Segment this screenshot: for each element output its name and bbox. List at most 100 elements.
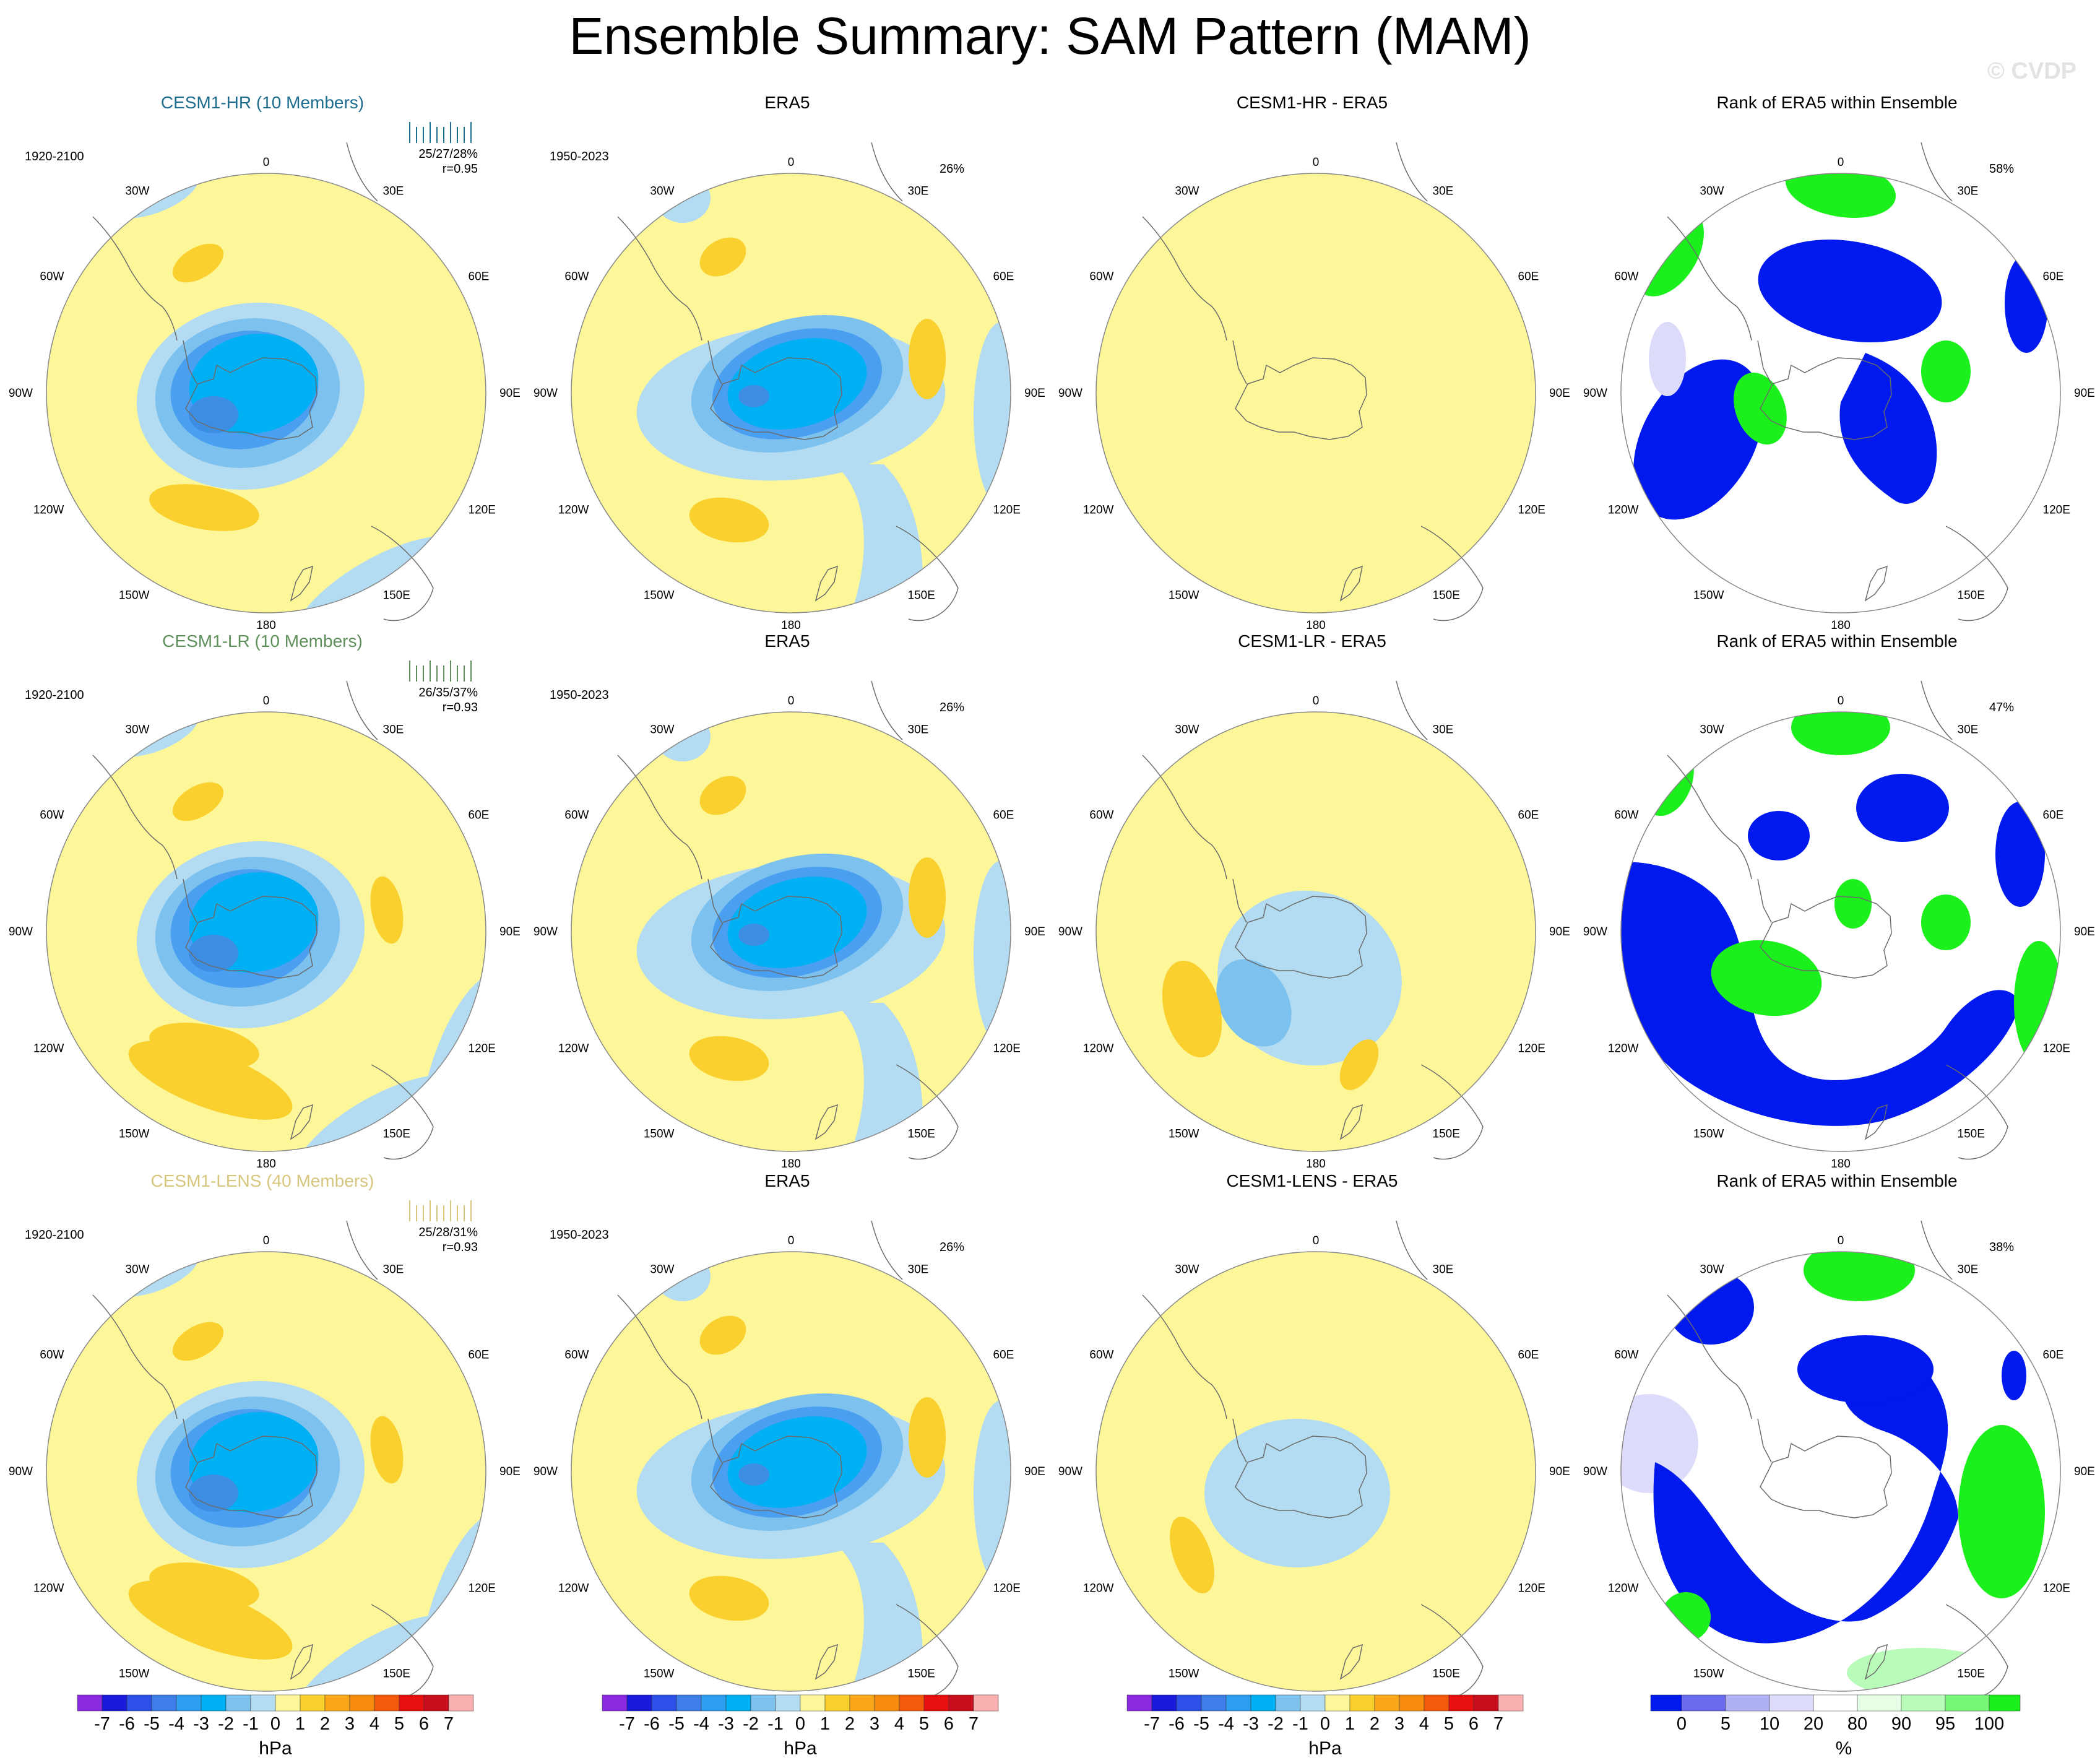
colorbar-swatch — [1989, 1694, 2021, 1712]
coastline-overlay — [1142, 142, 1484, 622]
colorbar-tick-label: 4 — [894, 1714, 904, 1734]
colorbar-swatch — [1250, 1694, 1276, 1712]
colorbar-tick-label: 3 — [345, 1714, 355, 1734]
pattern-correlation: r=0.93 — [442, 701, 478, 714]
lon-label-120e: 120E — [2043, 504, 2070, 517]
lon-label-120e: 120E — [993, 504, 1021, 517]
rank-blue — [2002, 1351, 2026, 1400]
lon-label-90w: 90W — [1583, 387, 1607, 400]
colorbar-tick-label: 2 — [845, 1714, 855, 1734]
colorbar-tick-label: 7 — [969, 1714, 979, 1734]
colorbar-tick-label: 2 — [320, 1714, 330, 1734]
map-border — [46, 1251, 486, 1692]
lon-label-120w: 120W — [558, 504, 589, 517]
rank-green — [1711, 940, 1822, 1016]
colorbar-swatch — [1126, 1694, 1152, 1712]
lon-label-30e: 30E — [1433, 185, 1454, 198]
colorbar-tick-label: -3 — [1243, 1714, 1259, 1734]
lon-label-60w: 60W — [1614, 271, 1638, 284]
panel-title: CESM1-LENS (40 Members) — [150, 1171, 374, 1190]
colorbar-swatch — [126, 1694, 152, 1712]
lon-label-90e: 90E — [1549, 387, 1570, 400]
colorbar-swatch — [448, 1694, 474, 1712]
colorbar-swatch — [300, 1694, 326, 1712]
map-border — [1620, 1251, 2061, 1692]
colorbar-tick-label: -6 — [644, 1714, 660, 1734]
anomaly-deep-blue — [738, 385, 769, 407]
colorbar-swatch — [324, 1694, 350, 1712]
lon-label-30e: 30E — [383, 1263, 404, 1276]
rank-green — [1834, 879, 1872, 929]
pct-variance-explained: 25/27/28% — [418, 147, 478, 161]
obs-panel-row3: ERA5 030E60E90E120E150E180150W120W90W60W3… — [525, 1171, 1050, 1710]
rank-blue — [1633, 359, 1763, 520]
rank-green — [1921, 340, 1971, 402]
anomaly-deep-blue — [189, 1475, 238, 1512]
colorbar-tick-label: 6 — [944, 1714, 954, 1734]
rank-green — [1958, 1425, 2045, 1598]
colorbar-tick-label: 90 — [1891, 1714, 1911, 1734]
colorbar-swatch — [1813, 1694, 1858, 1712]
colorbar-tick-label: -7 — [1144, 1714, 1160, 1734]
colorbar-swatch — [1473, 1694, 1499, 1712]
colorbar-swatch — [151, 1694, 177, 1712]
lon-label-120w: 120W — [1608, 1042, 1639, 1055]
anomaly-orange — [689, 1036, 769, 1081]
lon-label-30e: 30E — [1958, 1263, 1979, 1276]
diff-panel-row2: CESM1-LR - ERA5 0 30E 60E 90E 120E 150E 180 150W… — [1050, 631, 1575, 1170]
panel-title: CESM1-LENS - ERA5 — [1226, 1171, 1398, 1190]
lon-label-180: 180 — [781, 619, 801, 631]
lon-label-60w: 60W — [40, 1349, 64, 1362]
lon-label-150w: 150W — [1169, 1128, 1199, 1141]
colorbar-swatch — [423, 1694, 449, 1712]
lon-label-150w: 150W — [1169, 589, 1199, 602]
anomaly-orange — [1339, 1039, 1379, 1090]
anomaly-deep-blue — [738, 1463, 769, 1486]
pct-variance-explained: 26% — [939, 701, 964, 714]
colorbar-swatch — [899, 1694, 925, 1712]
lon-label-60e: 60E — [1518, 271, 1539, 284]
lon-label-30w: 30W — [1175, 1263, 1199, 1276]
lon-label-60e: 60E — [2043, 271, 2064, 284]
coastline-overlay — [617, 680, 959, 1160]
colorbar-swatch — [1681, 1694, 1726, 1712]
lon-label-60w: 60W — [40, 271, 64, 284]
lon-label-60e: 60E — [993, 271, 1014, 284]
lon-label-90w: 90W — [9, 925, 33, 938]
colorbar-swatch — [1945, 1694, 1990, 1712]
analysis-period: 1920-2100 — [25, 688, 84, 702]
colorbar-swatch — [1424, 1694, 1450, 1712]
anomaly-orange — [909, 319, 946, 399]
anomaly-orange — [370, 1416, 404, 1484]
anomaly-light-blue — [655, 712, 711, 761]
lon-label-30w: 30W — [1700, 724, 1724, 737]
colorbar-swatch — [750, 1694, 776, 1712]
lon-label-30e: 30E — [908, 724, 929, 737]
lon-label-90e: 90E — [1024, 925, 1045, 938]
rank-blue — [1758, 240, 1942, 342]
anomaly-sky-blue — [727, 877, 867, 968]
panel-title: ERA5 — [764, 93, 810, 112]
model-panel-row3: CESM1-LENS (40 Members) 0 30E 60E 90E 120E 150… — [0, 1171, 525, 1710]
colorbar-tick-label: 0 — [795, 1714, 805, 1734]
lon-label-90w: 90W — [534, 387, 558, 400]
analysis-period: 1950-2023 — [550, 1228, 609, 1242]
lon-label-60w: 60W — [40, 809, 64, 822]
lon-label-90w: 90W — [1583, 925, 1607, 938]
ensemble-spread-ticks — [409, 661, 472, 682]
anomaly-orange — [173, 1322, 223, 1361]
colorbar-tick-label: 0 — [1320, 1714, 1330, 1734]
colorbar-tick-label: 80 — [1847, 1714, 1867, 1734]
lon-label-0: 0 — [788, 1234, 795, 1247]
lon-label-90w: 90W — [9, 1465, 33, 1478]
colorbar-tick-label: 5 — [1721, 1714, 1731, 1734]
lon-label-90e: 90E — [499, 925, 521, 938]
colorbar-tick-label: 1 — [1345, 1714, 1355, 1734]
panel-title: ERA5 — [764, 1171, 810, 1190]
colorbar-tick-label: 20 — [1804, 1714, 1823, 1734]
colorbar-tick-label: -3 — [193, 1714, 209, 1734]
pct-variance-explained: 26/35/37% — [418, 686, 478, 700]
colorbar-tick-label: 7 — [444, 1714, 454, 1734]
lon-label-60e: 60E — [469, 1349, 490, 1362]
